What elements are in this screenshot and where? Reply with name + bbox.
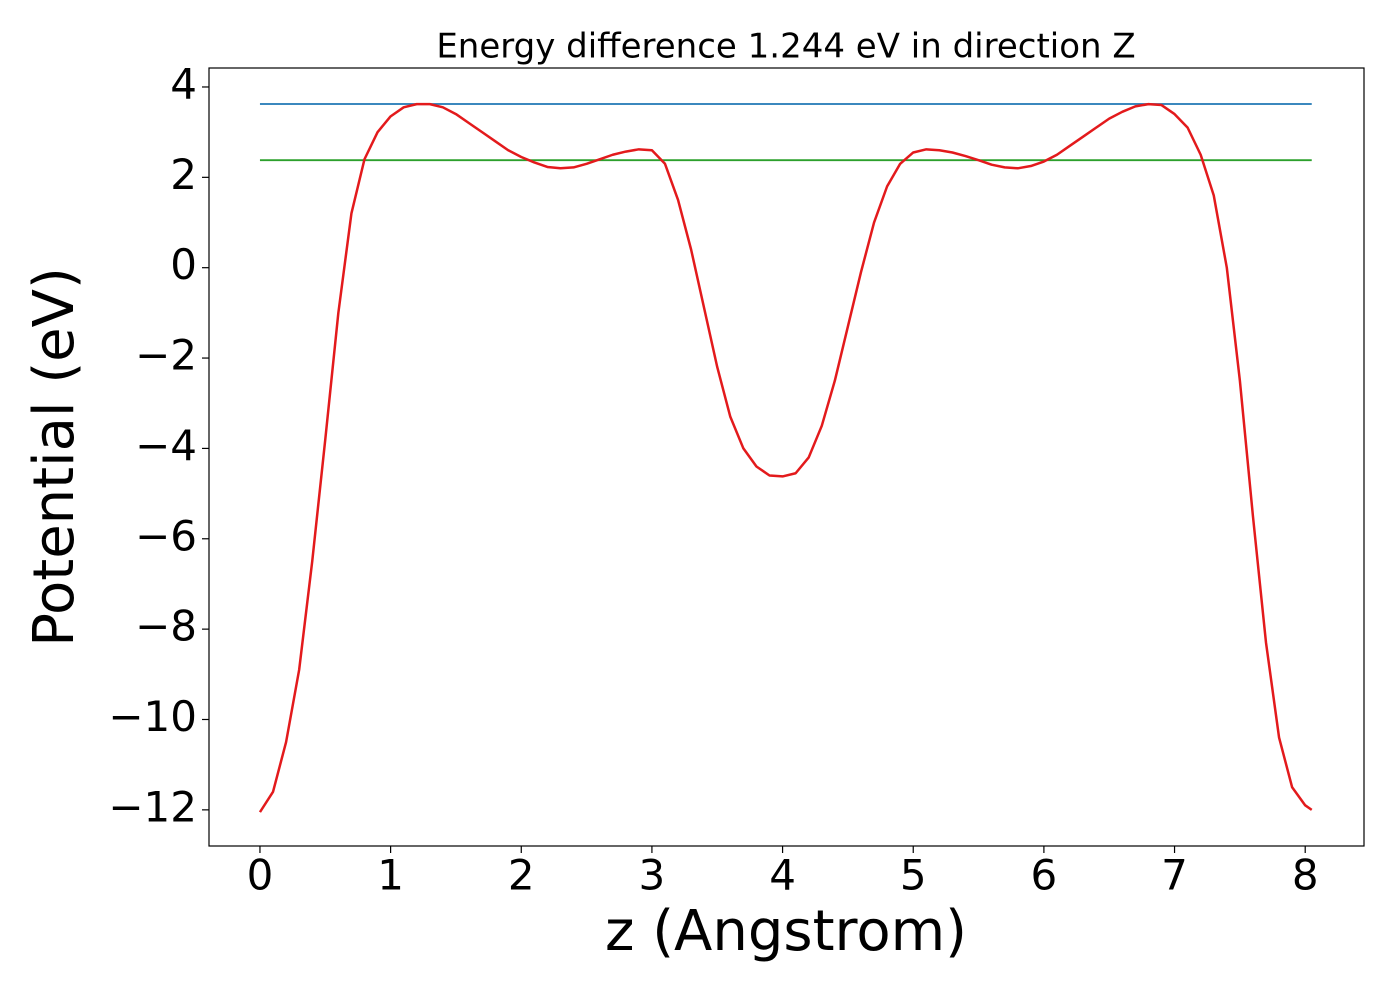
x-tick-label: 8 <box>1292 851 1319 900</box>
x-tick-label: 5 <box>900 851 927 900</box>
y-tick-label: −10 <box>108 692 197 741</box>
plot-frame <box>208 67 1365 847</box>
chart-title: Energy difference 1.244 eV in direction … <box>436 27 1135 67</box>
x-tick-label: 2 <box>508 851 535 900</box>
y-tick-label: 2 <box>170 150 197 199</box>
x-tick-label: 0 <box>247 851 274 900</box>
x-tick-label: 3 <box>639 851 666 900</box>
y-tick-label: −2 <box>135 331 197 380</box>
y-tick-label: 0 <box>170 240 197 289</box>
y-tick-label: −4 <box>135 421 197 470</box>
y-tick-label: −8 <box>135 602 197 651</box>
series-line <box>258 102 1313 813</box>
x-tick-label: 1 <box>377 851 404 900</box>
x-axis-label: z (Angstrom) <box>605 899 967 964</box>
y-tick-label: −6 <box>135 511 197 560</box>
y-tick-label: −12 <box>108 782 197 831</box>
y-axis-label: Potential (eV) <box>22 267 87 647</box>
y-tick-label: 4 <box>170 59 197 108</box>
x-tick-label: 7 <box>1161 851 1188 900</box>
x-tick-label: 4 <box>769 851 796 900</box>
x-tick-label: 6 <box>1031 851 1058 900</box>
